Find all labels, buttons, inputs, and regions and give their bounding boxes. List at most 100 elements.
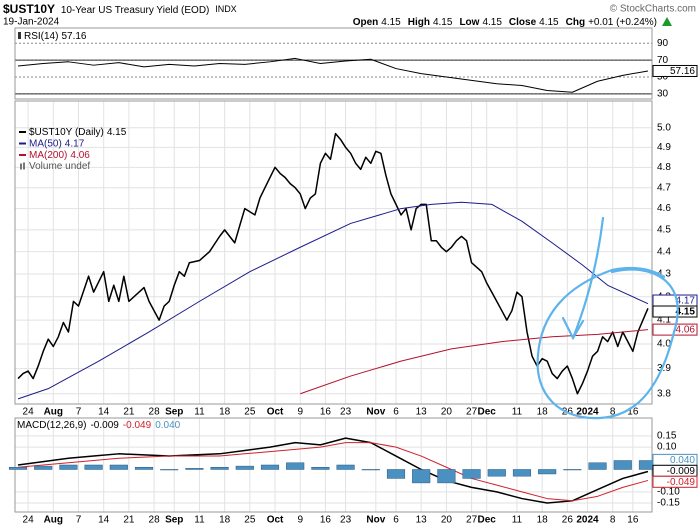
histogram-bar	[512, 469, 532, 477]
last-value-label: 4.15	[676, 307, 696, 318]
x-tick-label: 11	[194, 515, 205, 526]
legend-name: RSI(14)	[24, 31, 58, 42]
x-tick-label: Aug	[44, 515, 63, 526]
legend-title: MACD(12,26,9)	[17, 420, 86, 431]
x-tick-label: 16	[320, 515, 332, 526]
histogram-bar	[160, 469, 179, 471]
x-tick-label: 2024	[576, 407, 599, 418]
histogram-bar	[538, 469, 557, 475]
x-tick-label: 21	[123, 407, 135, 418]
last-value-label: 4.17	[676, 296, 696, 307]
last-value-label: 0.040	[670, 455, 695, 466]
x-tick-label: Dec	[478, 515, 497, 526]
x-tick-label: 13	[416, 515, 428, 526]
series-line	[17, 201, 649, 400]
x-tick-label: 8	[610, 407, 616, 418]
legend-value: -0.049	[123, 420, 152, 431]
x-tick-label: 21	[123, 515, 135, 526]
quote: Open 4.15 High 4.15 Low 4.15 Close 4.15 Chg +0.01…	[353, 17, 657, 28]
last-value-box	[652, 475, 698, 488]
legend-swatch	[18, 32, 21, 39]
annotation-arrowhead	[561, 316, 585, 341]
quote-label: High	[408, 17, 430, 28]
x-tick-label: 25	[244, 515, 256, 526]
quote-value: 4.15	[433, 17, 453, 28]
x-tick-label: 27	[466, 407, 478, 418]
y-tick-label: 0.15	[657, 431, 677, 442]
x-tick-label: 16	[320, 407, 332, 418]
x-tick-label: 11	[194, 407, 205, 418]
y-tick-label: 4.7	[657, 182, 671, 193]
last-value-label: 57.16	[670, 66, 695, 77]
chart-title: $UST10Y 10-Year US Treasury Yield (EOD) …	[3, 2, 237, 16]
legend: $UST10Y (Daily) 4.15	[29, 127, 127, 138]
x-tick-label: 26	[562, 515, 574, 526]
x-tick-label: 28	[149, 515, 161, 526]
quote-label: Chg	[566, 17, 585, 28]
x-tick-label: 7	[76, 407, 82, 418]
x-tick-label: 20	[441, 407, 453, 418]
x-tick-label: 16	[627, 407, 639, 418]
histogram-bar	[462, 469, 481, 479]
histogram-bar	[386, 469, 406, 479]
x-tick-label: 14	[98, 515, 110, 526]
histogram-bar	[109, 464, 128, 470]
exchange: INDX	[215, 4, 237, 14]
legend-name: MA(200)	[29, 150, 67, 161]
histogram-bar	[311, 466, 330, 470]
y-tick-label: 4.3	[657, 269, 671, 280]
legend-name: MA(50)	[29, 138, 62, 149]
y-tick-label: 4.1	[657, 315, 671, 326]
last-value-box	[652, 305, 698, 318]
y-tick-label: -0.10	[657, 486, 680, 497]
histogram-bar	[185, 468, 204, 470]
last-value-box	[652, 64, 698, 77]
x-tick-label: 25	[244, 407, 256, 418]
x-tick-label: 7	[76, 515, 82, 526]
legend: RSI(14) 57.16	[24, 31, 87, 42]
x-tick-label: 24	[23, 515, 35, 526]
y-tick-label: -0.15	[657, 498, 680, 509]
x-tick-label: 11	[512, 407, 523, 418]
histogram-bar	[563, 469, 582, 471]
instrument-name: 10-Year US Treasury Yield (EOD)	[61, 5, 210, 16]
annotation	[536, 216, 679, 420]
x-tick-label: Oct	[267, 515, 284, 526]
legend-extra: Volume undef	[29, 161, 90, 172]
histogram-bar	[437, 469, 456, 484]
x-tick-label: 16	[627, 515, 639, 526]
up-arrow	[662, 17, 672, 26]
legend-name: $UST10Y (Daily)	[29, 127, 104, 138]
x-tick-label: 24	[23, 407, 35, 418]
y-tick-label: 70	[657, 55, 669, 66]
y-tick-label: 4.9	[657, 142, 671, 153]
histogram-bar	[8, 466, 28, 470]
legend-value: -0.009	[90, 420, 119, 431]
x-tick-label: 18	[219, 407, 231, 418]
histogram-bar	[336, 464, 355, 470]
quote-value: +0.01 (+0.24%)	[588, 17, 657, 28]
histogram-bar	[286, 462, 305, 470]
y-tick-label: 50	[657, 72, 669, 83]
legend-value: 4.17	[65, 138, 85, 149]
x-tick-label: 2024	[576, 515, 599, 526]
series-line	[17, 57, 649, 93]
histogram-bar	[84, 464, 103, 470]
quote-label: Close	[509, 17, 537, 28]
x-tick-label: 9	[297, 407, 303, 418]
plot-frame	[14, 100, 653, 405]
legend-swatch	[23, 162, 25, 170]
annotation-circle	[536, 266, 679, 420]
y-tick-label: 90	[657, 38, 669, 49]
plot-frame	[14, 27, 653, 100]
x-tick-label: Sep	[165, 407, 183, 418]
legend-value: 4.06	[70, 150, 90, 161]
quote-label: Open	[353, 17, 379, 28]
y-tick-label: 30	[657, 89, 669, 100]
x-tick-label: 18	[537, 515, 549, 526]
x-tick-label: 8	[610, 515, 616, 526]
histogram-bar	[235, 465, 254, 470]
quote-value: 4.15	[482, 17, 502, 28]
date: 19-Jan-2024	[3, 17, 60, 28]
legend-swatch	[20, 163, 22, 170]
